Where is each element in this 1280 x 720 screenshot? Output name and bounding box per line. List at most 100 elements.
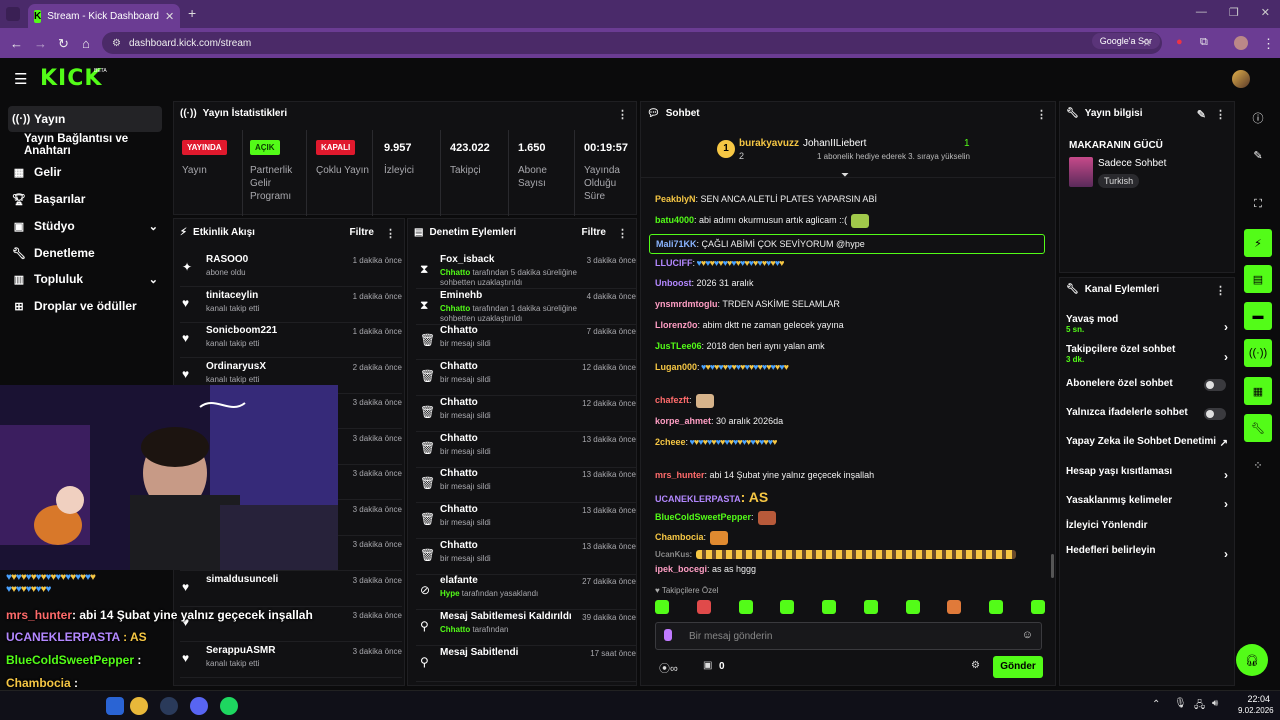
maximize-icon[interactable]: ❐ [1228, 7, 1239, 19]
sidebar-item-droplar[interactable]: ⊞ Droplar ve ödüller [8, 293, 162, 319]
moderator-name[interactable]: Chhatto [440, 303, 471, 313]
chat-icon[interactable]: ▬ [1244, 302, 1272, 330]
close-window-icon[interactable]: ✕ [1260, 7, 1270, 19]
moderation-target[interactable]: elafante [440, 575, 478, 587]
moderation-target[interactable]: Chhatto [440, 432, 478, 444]
moderation-target[interactable]: Eminehb [440, 289, 483, 301]
emote-button[interactable] [1030, 600, 1045, 614]
activity-username[interactable]: SerappuASMR [206, 644, 276, 656]
filter-button[interactable]: Filtre [349, 227, 374, 238]
channel-action-item[interactable]: İzleyici Yönlendir [1066, 520, 1228, 531]
sidebar-item-topluluk[interactable]: ▥ Topluluk ⌄ [8, 266, 162, 292]
sidebar-item-yayin[interactable]: ((·)) Yayın [8, 106, 162, 132]
wrench-icon[interactable]: 🔧︎ [1244, 414, 1272, 442]
chat-username[interactable]: LLUCIFF [655, 258, 693, 268]
activity-username[interactable]: simaldusunceli [206, 573, 279, 585]
network-icon[interactable]: 🖧︎ [1194, 700, 1206, 711]
back-icon[interactable]: ← [10, 36, 23, 51]
steam-icon[interactable] [160, 697, 178, 715]
collapse-icon[interactable]: ⏷ [841, 170, 849, 181]
browser-tab[interactable]: K Stream - Kick Dashboard ✕ [28, 4, 180, 28]
channel-action-item[interactable]: Abonelere özel sohbet [1066, 378, 1228, 391]
send-button[interactable]: Gönder [993, 656, 1043, 678]
forward-icon[interactable]: → [34, 36, 47, 51]
chat-settings-icon[interactable]: ⚙ [971, 660, 980, 671]
activity-username[interactable]: tinitaceylin [206, 289, 259, 301]
moderation-target[interactable]: Mesaj Sabitlemesi Kaldırıldı [440, 611, 572, 622]
kick-logo[interactable]: KICK [40, 66, 103, 91]
moderation-target[interactable]: Chhatto [440, 361, 478, 373]
more-options-icon[interactable]: ⋮ [617, 109, 628, 121]
activity-username[interactable]: Sonicboom221 [206, 325, 278, 336]
info-icon[interactable]: ⓘ [1252, 113, 1264, 125]
chat-username[interactable]: Lugan000 [655, 362, 698, 372]
chat-input[interactable]: Bir mesaj gönderin ☺ [655, 622, 1042, 650]
address-bar[interactable]: ⚙ dashboard.kick.com/stream [102, 32, 1162, 54]
extensions-puzzle-icon[interactable]: ⧉ [1200, 36, 1208, 48]
discord-icon[interactable] [190, 697, 208, 715]
lightning-icon[interactable]: ⚡︎ [1244, 229, 1272, 257]
emote-button[interactable] [905, 600, 920, 614]
chat-username[interactable]: batu4000 [655, 215, 695, 225]
chat-username[interactable]: JusTLee06 [655, 341, 702, 351]
moderation-target[interactable]: Mesaj Sabitlendi [440, 646, 519, 658]
sidebar-item-basarilar[interactable]: 🏆︎ Başarılar [8, 186, 162, 212]
emote-button[interactable] [655, 600, 669, 614]
profile-avatar[interactable] [1234, 36, 1248, 50]
broadcast-icon[interactable]: ((·)) [1244, 339, 1272, 367]
channel-action-item[interactable]: Yasaklanmış kelimeler › [1066, 495, 1228, 511]
tab-list-icon[interactable] [6, 7, 20, 21]
moderation-target[interactable]: Chhatto [440, 468, 478, 480]
edge-icon[interactable] [106, 697, 124, 715]
moderation-target[interactable]: Fox_isback [440, 254, 495, 265]
chat-scrollbar[interactable] [1051, 554, 1054, 578]
browser-menu-icon[interactable]: ⋮ [1262, 36, 1275, 51]
more-options-icon[interactable]: ⋮ [385, 228, 396, 240]
extension-icon[interactable]: ● [1176, 36, 1183, 48]
more-options-icon[interactable]: ⋮ [617, 228, 628, 240]
edit-icon[interactable]: ✎ [1196, 109, 1206, 121]
more-options-icon[interactable]: ⋮ [1036, 109, 1047, 121]
mic-icon[interactable] [664, 629, 672, 641]
emote-button[interactable] [989, 600, 1004, 614]
chrome-icon[interactable] [130, 697, 148, 715]
layout-icon[interactable]: ▦ [1244, 377, 1272, 405]
sidebar-item-stream-key[interactable]: Yayın Bağlantısı ve Anahtarı [20, 132, 170, 158]
fullscreen-icon[interactable]: ⛶ [1254, 197, 1262, 210]
site-info-icon[interactable]: ⚙ [112, 37, 121, 49]
sidebar-item-studyo[interactable]: ▣ Stüdyo ⌄ [8, 213, 162, 239]
sidebar-item-gelir[interactable]: ▦ Gelir [8, 159, 162, 185]
new-tab-icon[interactable]: + [188, 5, 197, 21]
more-options-icon[interactable]: ⋮ [1215, 109, 1226, 121]
sidebar-item-denetleme[interactable]: 🔧︎ Denetleme [8, 240, 162, 266]
hamburger-menu-icon[interactable]: ☰ [14, 71, 28, 88]
chat-username[interactable]: chafezft [655, 395, 690, 405]
user-avatar[interactable] [1232, 70, 1250, 88]
close-tab-icon[interactable]: ✕ [164, 10, 175, 23]
channel-action-item[interactable]: Yalnızca ifadelerle sohbet [1066, 407, 1228, 420]
spotify-icon[interactable] [220, 697, 238, 715]
chat-username[interactable]: UcanKus [655, 550, 690, 559]
filter-button[interactable]: Filtre [581, 227, 606, 238]
emote-button[interactable] [863, 600, 878, 614]
volume-icon[interactable]: 🔊︎ [1212, 698, 1219, 709]
channel-action-item[interactable]: Hedefleri belirleyin › [1066, 545, 1228, 561]
activity-username[interactable]: RASOO0 [206, 254, 249, 265]
moderator-name[interactable]: Chhatto [440, 268, 471, 277]
moderator-name[interactable]: Hype [440, 589, 460, 599]
chat-username[interactable]: Unboost [655, 278, 692, 288]
channel-action-item[interactable]: Takipçilere özel sohbet 3 dk. › [1066, 344, 1228, 364]
channel-action-item[interactable]: Hesap yaşı kısıtlaması › [1066, 466, 1228, 482]
emote-button[interactable] [822, 600, 837, 614]
clock[interactable]: 22:04 9.02.2026 [1238, 694, 1274, 716]
chat-username[interactable]: Mali71KK [656, 239, 697, 249]
reload-icon[interactable]: ↻ [58, 36, 69, 51]
edit-icon[interactable]: ✎ [1253, 149, 1263, 162]
category-name[interactable]: Sadece Sohbet [1098, 158, 1167, 169]
activity-username[interactable]: OrdinaryusX [206, 360, 267, 372]
emote-button[interactable] [780, 600, 795, 614]
channel-action-item[interactable]: Yapay Zeka ile Sohbet Denetimi ↗ [1066, 436, 1228, 449]
emote-button[interactable] [738, 600, 753, 614]
chat-username[interactable]: Chambocia [655, 532, 704, 542]
chat-username[interactable]: Llorenz0o [655, 320, 698, 330]
